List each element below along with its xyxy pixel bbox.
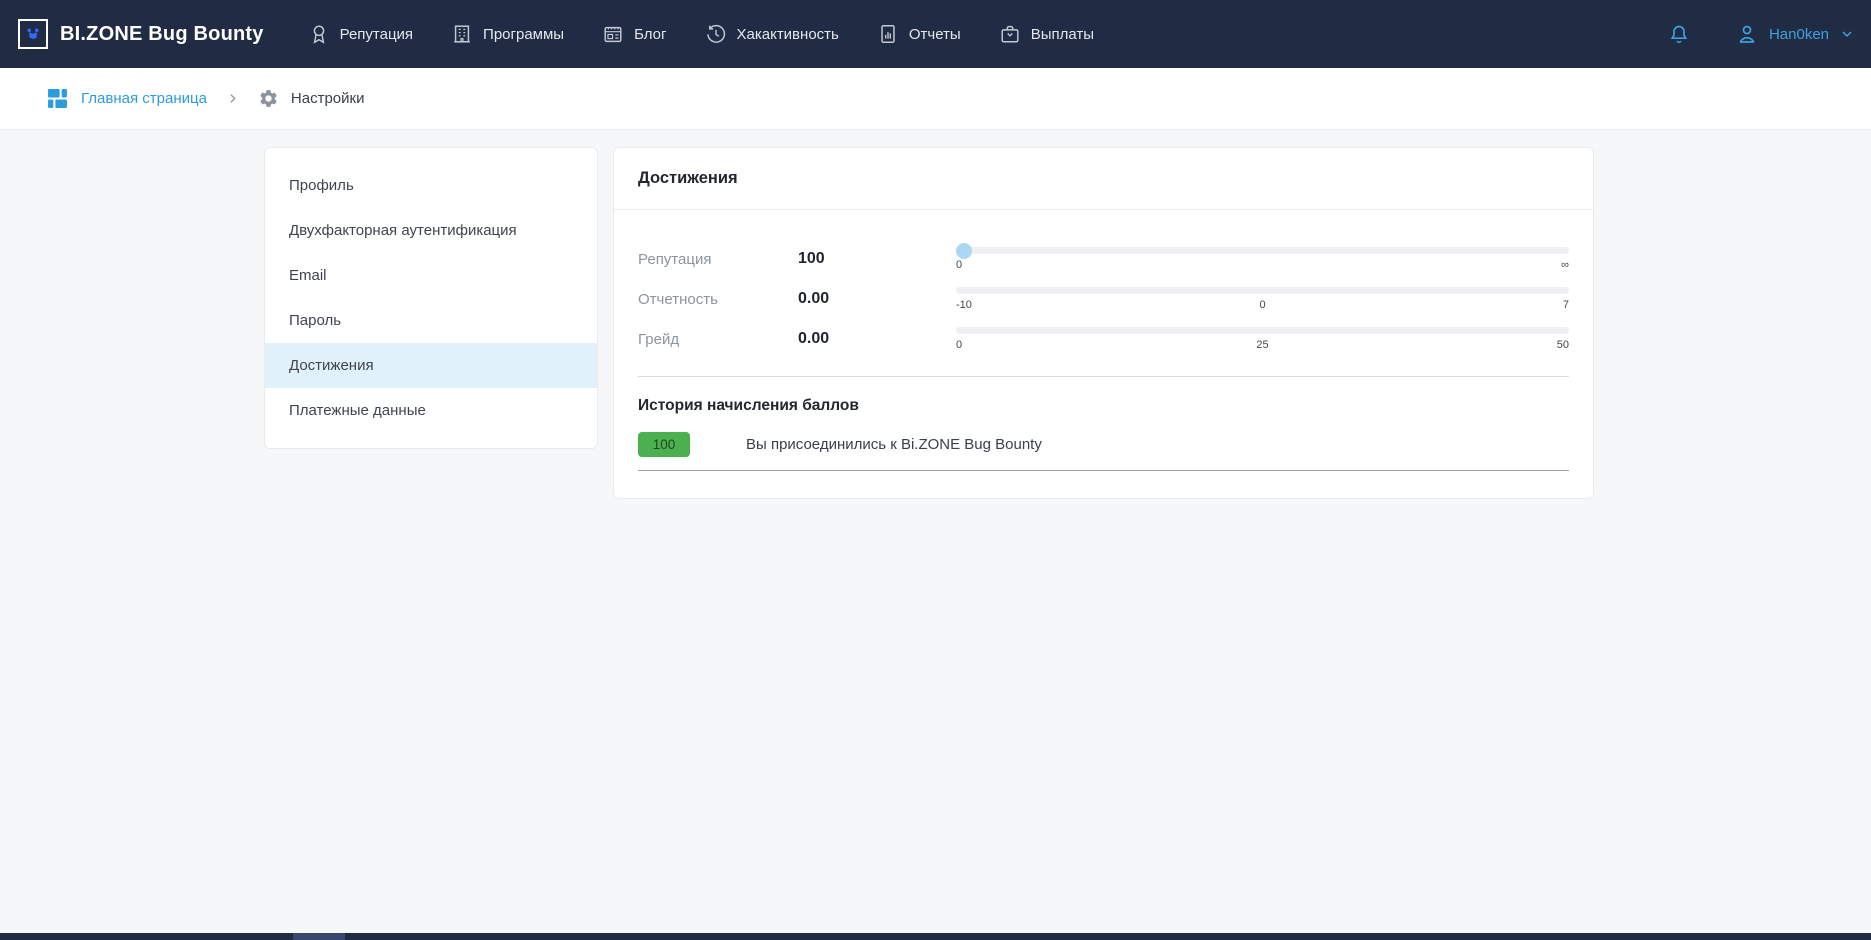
notifications-bell-icon[interactable]	[1667, 22, 1691, 46]
points-badge: 100	[638, 432, 690, 457]
nav-item-label: Отчеты	[908, 25, 961, 43]
history-entry: 100 Вы присоединились к Bi.ZONE Bug Boun…	[638, 432, 1569, 471]
section-divider	[638, 376, 1569, 377]
reporting-slider: -10 0 7	[956, 286, 1569, 312]
slider-scale: 0 25 50	[956, 339, 1569, 352]
sidebar-item-achievements[interactable]: Достижения	[265, 343, 597, 388]
chevron-down-icon	[1839, 26, 1855, 42]
slider-scale: 0 ∞	[956, 259, 1569, 272]
scale-min: 0	[956, 338, 963, 351]
nav-item-blog[interactable]: Блог	[602, 23, 667, 45]
nav-item-reports[interactable]: Отчеты	[877, 23, 961, 45]
reputation-slider: 0 ∞	[956, 242, 1569, 272]
user-icon	[1735, 22, 1759, 46]
metric-value: 0.00	[798, 330, 830, 347]
metric-label: Репутация	[638, 250, 712, 268]
sidebar-item-payment-data[interactable]: Платежные данные	[289, 402, 426, 419]
metric-row-reputation: Репутация 100 0 ∞	[638, 239, 1569, 279]
metric-rows: Репутация 100 0 ∞ Отчетность 0.00 -10 0	[614, 210, 1593, 359]
scale-max: 50	[1556, 338, 1569, 351]
metric-value: 0.00	[798, 290, 830, 307]
metric-row-grade: Грейд 0.00 0 25 50	[638, 319, 1569, 359]
scale-max: 7	[1562, 298, 1569, 311]
footer-strip	[0, 933, 1871, 940]
sidebar-item-password[interactable]: Пароль	[289, 312, 342, 329]
breadcrumb-home-link[interactable]: Главная страница	[47, 88, 207, 109]
top-navbar: BI.ZONE Bug Bounty Репутация Программы	[0, 0, 1871, 68]
nav-item-label: Выплаты	[1030, 25, 1095, 43]
sidebar-item-2fa[interactable]: Двухфакторная аутентификация	[289, 222, 517, 239]
scale-max: ∞	[1561, 258, 1569, 271]
nav-item-label: Блог	[634, 25, 667, 43]
bizone-bug-logo-icon	[18, 19, 48, 49]
nav-item-label: Хакактивность	[736, 25, 839, 43]
brand[interactable]: BI.ZONE Bug Bounty	[18, 19, 264, 49]
report-icon	[877, 23, 899, 45]
sidebar-item-profile[interactable]: Профиль	[289, 177, 354, 194]
nav-item-label: Репутация	[339, 25, 414, 43]
user-name: Han0ken	[1768, 25, 1829, 43]
nav-item-programs[interactable]: Программы	[451, 23, 564, 45]
scale-min: 0	[956, 258, 963, 271]
metric-label: Отчетность	[638, 290, 718, 308]
history-entry-text: Вы присоединились к Bi.ZONE Bug Bounty	[746, 436, 1042, 453]
slider-scale: -10 0 7	[956, 299, 1569, 312]
history-icon	[705, 23, 727, 45]
scale-min: -10	[956, 298, 972, 311]
slider-handle[interactable]	[956, 242, 972, 259]
grade-slider: 0 25 50	[956, 326, 1569, 352]
gear-icon	[258, 88, 279, 109]
navbar-right: Han0ken	[1667, 22, 1855, 46]
nav-item-payouts[interactable]: Выплаты	[999, 23, 1094, 45]
building-icon	[451, 23, 473, 45]
slider-track	[956, 326, 1569, 334]
settings-nav-card: Профиль Двухфакторная аутентификация Ema…	[264, 147, 598, 449]
breadcrumb-home-label: Главная страница	[81, 90, 207, 107]
briefcase-icon	[999, 23, 1021, 45]
scale-mid: 0	[1259, 298, 1266, 311]
newspaper-icon	[602, 23, 624, 45]
slider-track	[956, 286, 1569, 294]
sidebar-item-email[interactable]: Email	[289, 267, 327, 284]
brand-name: BI.ZONE Bug Bounty	[60, 22, 264, 45]
dashboard-icon	[47, 88, 68, 109]
nav-item-hackactivity[interactable]: Хакактивность	[705, 23, 839, 45]
main-nav: Репутация Программы Блог	[308, 23, 1094, 45]
breadcrumb-current-label: Настройки	[290, 90, 365, 107]
footer-segment	[293, 933, 345, 940]
metric-value: 100	[798, 250, 825, 267]
breadcrumb: Главная страница Настройки	[0, 68, 1871, 130]
chevron-right-icon	[226, 92, 239, 105]
user-menu[interactable]: Han0ken	[1735, 22, 1855, 46]
breadcrumb-current: Настройки	[258, 88, 365, 109]
card-title: Достижения	[614, 148, 1593, 210]
award-icon	[308, 23, 330, 45]
metric-label: Грейд	[638, 330, 680, 348]
nav-item-label: Программы	[483, 25, 565, 43]
slider-track	[956, 242, 1569, 259]
achievements-card: Достижения Репутация 100 0 ∞ Отчетность …	[613, 147, 1594, 499]
scale-mid: 25	[1256, 338, 1269, 351]
metric-row-reporting: Отчетность 0.00 -10 0 7	[638, 279, 1569, 319]
history-title: История начисления баллов	[638, 397, 859, 414]
nav-item-reputation[interactable]: Репутация	[308, 23, 413, 45]
